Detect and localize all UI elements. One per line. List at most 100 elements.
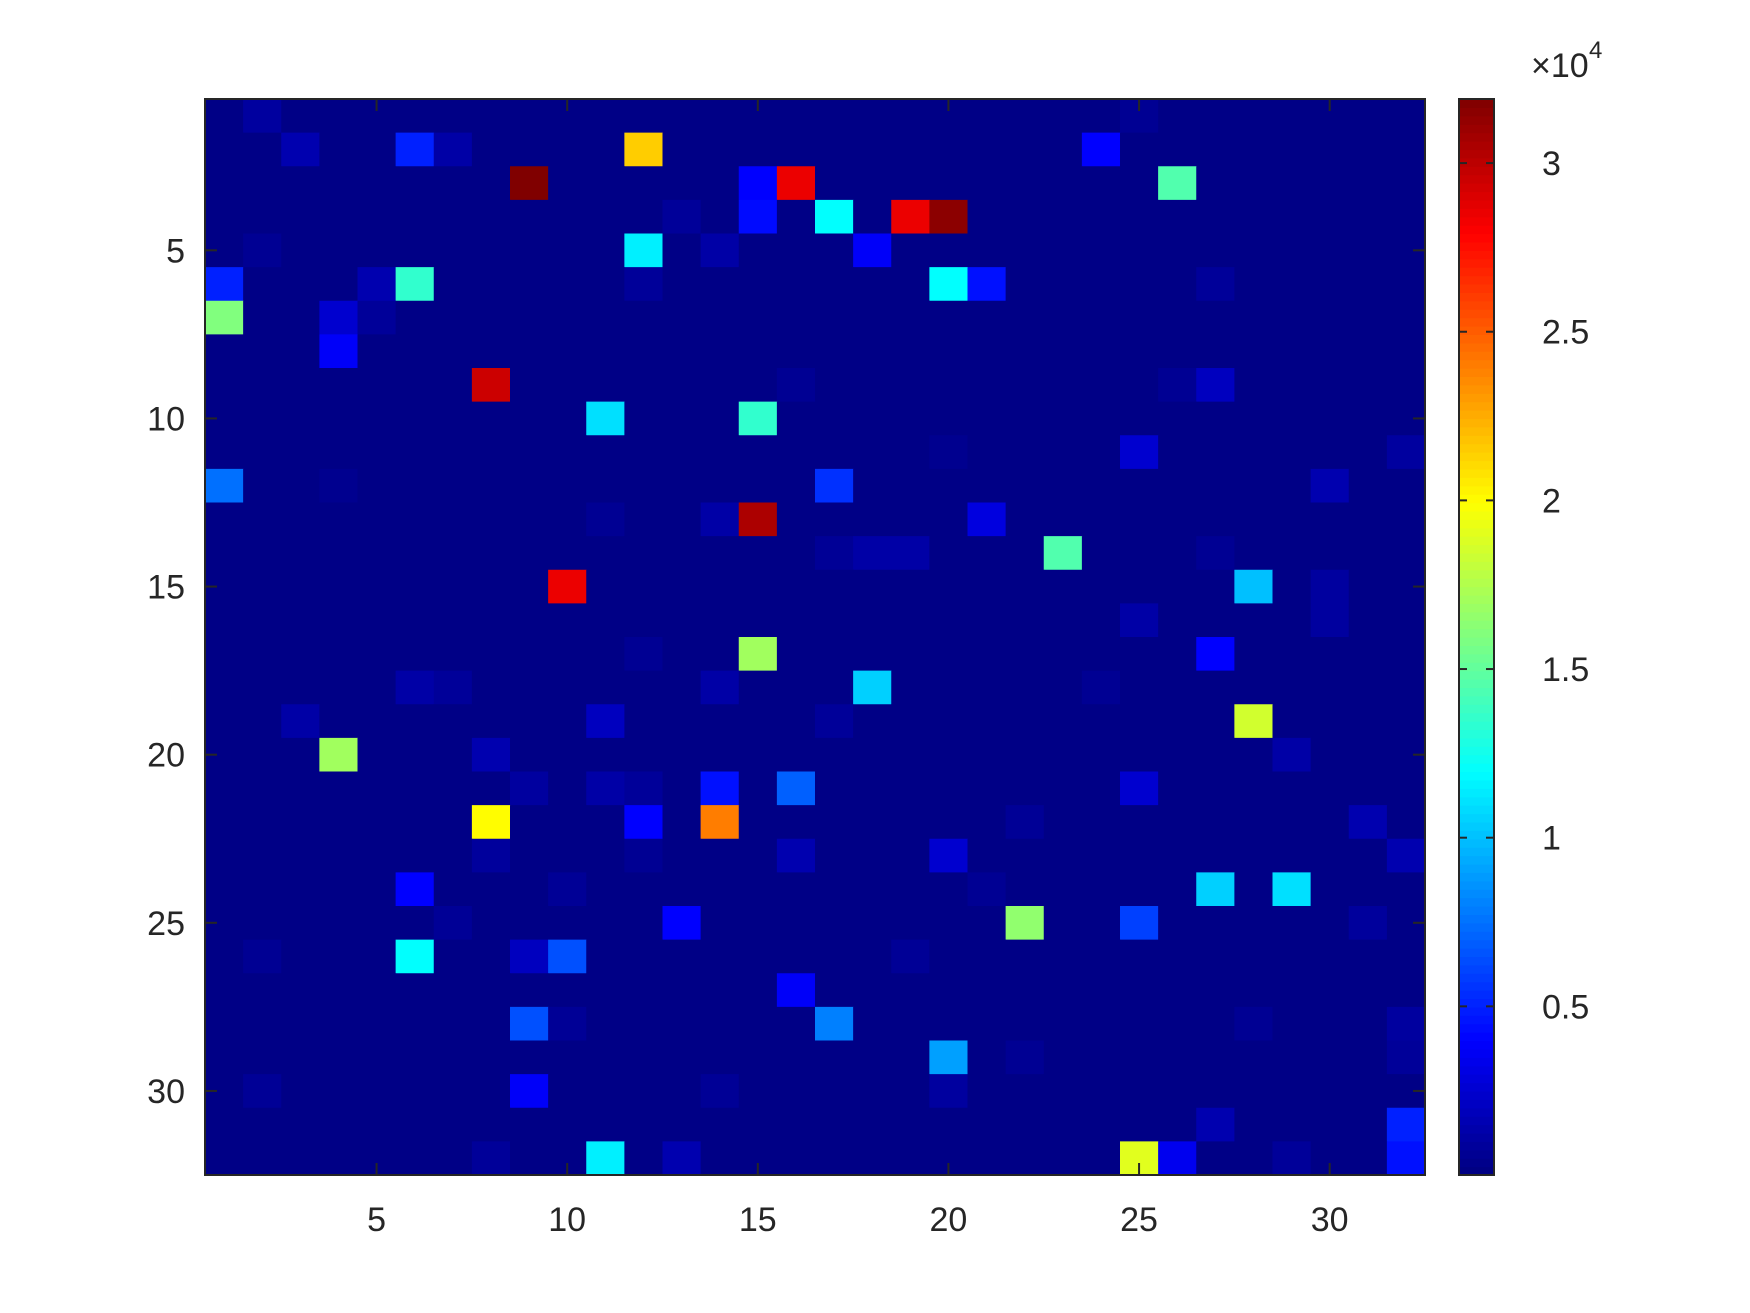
heatmap-cell	[205, 1006, 244, 1041]
heatmap-cell	[243, 939, 282, 974]
heatmap-cell	[205, 670, 244, 705]
heatmap-cell	[281, 233, 320, 268]
heatmap-cell	[624, 536, 663, 571]
heatmap-cell	[548, 906, 587, 941]
heatmap-cell	[967, 670, 1007, 705]
heatmap-cell	[510, 199, 549, 234]
heatmap-cell	[1234, 233, 1273, 268]
heatmap-cell	[1158, 468, 1197, 503]
colorbar-swatch	[1459, 948, 1494, 958]
heatmap-cell	[1310, 771, 1350, 806]
heatmap-cell	[1158, 1141, 1197, 1176]
heatmap-cell	[319, 1107, 358, 1142]
heatmap-cell	[929, 973, 968, 1008]
colorbar-swatch	[1459, 973, 1494, 983]
heatmap-cell	[929, 939, 968, 974]
heatmap-cell	[738, 300, 778, 335]
heatmap-cell	[1043, 637, 1083, 672]
heatmap-cell	[471, 1040, 511, 1075]
heatmap-cell	[776, 906, 816, 941]
heatmap-cell	[891, 233, 930, 268]
heatmap-cell	[700, 368, 740, 403]
heatmap-cell	[1196, 502, 1235, 537]
heatmap-cell	[205, 468, 244, 503]
heatmap-cell	[967, 973, 1007, 1008]
heatmap-cell	[624, 838, 663, 873]
heatmap-cell	[1043, 401, 1083, 436]
colorbar-swatch	[1459, 359, 1494, 369]
heatmap-cell	[281, 603, 320, 638]
heatmap-cell	[205, 1040, 244, 1075]
heatmap-cell	[662, 233, 702, 268]
heatmap-cell	[471, 132, 511, 167]
heatmap-cell	[1348, 1074, 1388, 1109]
heatmap-cell	[205, 939, 244, 974]
heatmap-cell	[738, 1040, 778, 1075]
heatmap-cell	[433, 536, 473, 571]
heatmap-cell	[1348, 300, 1388, 335]
heatmap-cell	[1348, 838, 1388, 873]
heatmap-cell	[548, 267, 587, 302]
heatmap-cell	[891, 368, 930, 403]
heatmap-cell	[433, 637, 473, 672]
heatmap-cell	[776, 1040, 816, 1075]
colorbar-swatch	[1459, 990, 1494, 1000]
heatmap-cell	[1272, 939, 1312, 974]
heatmap-cell	[738, 502, 778, 537]
heatmap-cell	[205, 1141, 244, 1176]
heatmap-cell	[815, 132, 854, 167]
heatmap-cell	[1043, 334, 1083, 369]
heatmap-cell	[1158, 132, 1197, 167]
heatmap-cell	[967, 906, 1007, 941]
heatmap-cell	[662, 1040, 702, 1075]
heatmap-cell	[1196, 334, 1235, 369]
heatmap-cell	[395, 300, 435, 335]
heatmap-cell	[1196, 1006, 1235, 1041]
heatmap-cell	[548, 300, 587, 335]
heatmap-cell	[1158, 536, 1197, 571]
heatmap-cell	[1272, 737, 1312, 772]
heatmap-cell	[1120, 670, 1159, 705]
colorbar-swatch	[1459, 1023, 1494, 1033]
heatmap-cell	[319, 771, 358, 806]
heatmap-cell	[891, 1107, 930, 1142]
colorbar-swatch	[1459, 115, 1494, 125]
heatmap-cell	[281, 737, 320, 772]
heatmap-cell	[1386, 1040, 1426, 1075]
heatmap-cell	[395, 603, 435, 638]
heatmap-cell	[815, 1040, 854, 1075]
heatmap-cell	[776, 300, 816, 335]
heatmap-cell	[281, 1107, 320, 1142]
heatmap-cell	[281, 838, 320, 873]
heatmap-cell	[1158, 973, 1197, 1008]
heatmap-cell	[357, 939, 397, 974]
heatmap-cell	[853, 267, 892, 302]
colorbar-swatch	[1459, 1082, 1494, 1092]
heatmap-cell	[1081, 334, 1121, 369]
heatmap-cell	[1043, 1006, 1083, 1041]
colorbar-swatch	[1459, 729, 1494, 739]
heatmap-cell	[433, 1107, 473, 1142]
heatmap-cell	[776, 199, 816, 234]
heatmap-cell	[281, 1040, 320, 1075]
heatmap-cell	[624, 603, 663, 638]
heatmap-cell	[1310, 1074, 1350, 1109]
colorbar-swatch	[1459, 771, 1494, 781]
heatmap-cell	[548, 536, 587, 571]
heatmap-cell	[586, 166, 625, 201]
heatmap-cell	[1234, 468, 1273, 503]
heatmap-cell	[1081, 199, 1121, 234]
heatmap-cell	[1348, 771, 1388, 806]
heatmap-cell	[243, 401, 282, 436]
heatmap-cell	[1348, 704, 1388, 739]
colorbar-swatch	[1459, 931, 1494, 941]
heatmap-cell	[853, 1006, 892, 1041]
heatmap-cell	[357, 1006, 397, 1041]
heatmap-cell	[548, 838, 587, 873]
heatmap-cell	[1158, 401, 1197, 436]
colorbar-swatch	[1459, 855, 1494, 865]
colorbar-swatch	[1459, 376, 1494, 386]
heatmap-cell	[395, 132, 435, 167]
heatmap-cell	[1120, 166, 1159, 201]
heatmap-cell	[1043, 973, 1083, 1008]
